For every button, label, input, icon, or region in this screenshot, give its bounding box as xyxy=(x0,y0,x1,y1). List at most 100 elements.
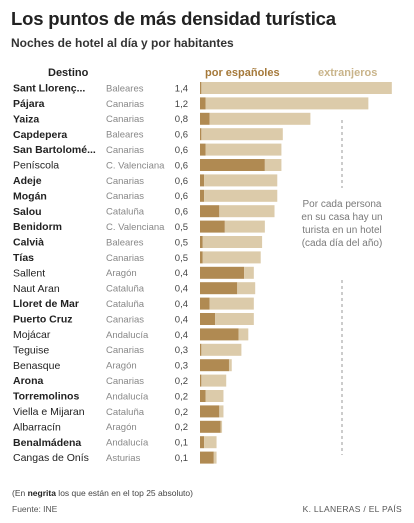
table-row: Sant Llorenç... Baleares 1,4 xyxy=(13,82,392,95)
bar-foreign xyxy=(228,359,232,372)
table-row: Torremolinos Andalucía 0,2 xyxy=(13,390,224,403)
table-row: Salou Cataluña 0,6 xyxy=(13,205,275,218)
data-label: 0,5 xyxy=(175,237,188,248)
destination-name: Sant Llorenç... xyxy=(13,83,85,95)
annotation-line-1: Por cada persona xyxy=(303,199,382,210)
destination-name: Pájara xyxy=(13,98,45,110)
data-label: 0,3 xyxy=(175,361,188,372)
destination-name: Tías xyxy=(13,252,34,264)
destination-name: Torremolinos xyxy=(13,391,79,403)
data-label: 0,1 xyxy=(175,438,188,449)
table-row: Puerto Cruz Canarias 0,4 xyxy=(13,313,254,326)
destination-name: Salou xyxy=(13,206,42,218)
column-header-destino: Destino xyxy=(48,67,89,79)
bar-domestic xyxy=(200,451,214,464)
table-row: Peníscola C. Valenciana 0,6 xyxy=(13,159,282,172)
table-row: Arona Canarias 0,2 xyxy=(13,374,227,387)
chart-rows: Sant Llorenç... Baleares 1,4 Pájara Canarias… xyxy=(13,82,392,464)
destination-region: Aragón xyxy=(106,361,137,372)
bar-foreign xyxy=(237,282,256,295)
destination-region: Canarias xyxy=(106,176,144,187)
bar-domestic xyxy=(200,374,202,387)
table-row: Benasque Aragón 0,3 xyxy=(13,359,232,372)
legend-domestic: por españoles xyxy=(205,67,280,79)
data-label: 1,4 xyxy=(175,83,188,94)
bar-domestic xyxy=(200,189,205,202)
bar-domestic xyxy=(200,82,202,94)
table-row: Benidorm C. Valenciana 0,5 xyxy=(13,220,265,233)
destination-region: Baleares xyxy=(106,130,144,141)
bar-foreign xyxy=(219,405,224,418)
data-label: 0,6 xyxy=(175,145,188,156)
bar-foreign xyxy=(202,251,261,264)
bar-domestic xyxy=(200,313,216,325)
destination-region: Aragón xyxy=(106,268,137,279)
destination-name: Mojácar xyxy=(13,329,51,341)
legend-foreign: extranjeros xyxy=(318,67,377,79)
footnote: (En negrita los que están en el top 25 a… xyxy=(12,488,193,498)
destination-region: C. Valenciana xyxy=(106,160,165,171)
destination-name: Capdepera xyxy=(13,129,67,141)
bar-domestic xyxy=(200,359,229,372)
destination-name: Teguise xyxy=(13,344,49,356)
destination-name: Viella e Mijaran xyxy=(13,406,85,418)
bar-domestic xyxy=(200,343,202,356)
bar-foreign xyxy=(244,266,254,279)
table-row: Capdepera Baleares 0,6 xyxy=(13,128,283,141)
table-row: Lloret de Mar Cataluña 0,4 xyxy=(13,297,254,310)
destination-region: Andalucía xyxy=(106,438,149,449)
annotation-line-4: (cada día del año) xyxy=(302,238,383,249)
bar-domestic xyxy=(200,205,220,218)
data-label: 0,2 xyxy=(175,407,188,418)
footnote-open: (En xyxy=(12,488,28,498)
destination-region: Canarias xyxy=(106,253,144,264)
destination-name: Cangas de Onís xyxy=(13,452,89,464)
destination-region: Canarias xyxy=(106,99,144,110)
table-row: Yaiza Canarias 0,8 xyxy=(13,112,311,125)
bar-domestic xyxy=(200,112,210,125)
bar-foreign xyxy=(238,328,249,341)
data-label: 0,1 xyxy=(175,453,188,464)
table-row: Adeje Canarias 0,6 xyxy=(13,174,278,187)
destination-name: Mogán xyxy=(13,190,47,202)
bar-foreign xyxy=(204,189,278,202)
table-row: Pájara Canarias 1,2 xyxy=(13,97,369,110)
data-label: 0,2 xyxy=(175,376,188,387)
table-row: Mogán Canarias 0,6 xyxy=(13,189,278,202)
data-label: 0,6 xyxy=(175,191,188,202)
data-label: 0,6 xyxy=(175,160,188,171)
destination-name: Puerto Cruz xyxy=(13,314,73,326)
destination-name: Sallent xyxy=(13,267,45,279)
chart-title: Los puntos de más densidad turística xyxy=(11,8,336,29)
data-label: 0,2 xyxy=(175,422,188,433)
data-label: 0,4 xyxy=(175,314,188,325)
destination-region: Canarias xyxy=(106,376,144,387)
bar-domestic xyxy=(200,174,205,187)
bar-foreign xyxy=(220,420,223,433)
destination-name: Naut Aran xyxy=(13,283,60,295)
table-row: Tías Canarias 0,5 xyxy=(13,251,261,264)
table-row: Mojácar Andalucía 0,4 xyxy=(13,328,249,341)
bar-domestic xyxy=(200,143,206,156)
destination-name: Arona xyxy=(13,375,43,387)
destination-name: Yaiza xyxy=(13,113,39,125)
destination-region: Canarias xyxy=(106,314,144,325)
table-row: Benalmádena Andalucía 0,1 xyxy=(13,436,217,449)
destination-region: Cataluña xyxy=(106,207,145,218)
bar-domestic xyxy=(200,266,245,279)
bar-foreign xyxy=(264,159,282,171)
bar-domestic xyxy=(200,436,205,449)
bar-domestic xyxy=(200,328,239,341)
footnote-bold: negrita xyxy=(27,488,56,498)
destination-region: Baleares xyxy=(106,237,144,248)
data-label: 0,5 xyxy=(175,222,188,233)
table-row: Cangas de Onís Asturias 0,1 xyxy=(13,451,217,464)
bar-foreign xyxy=(204,436,217,449)
data-label: 0,8 xyxy=(175,114,188,125)
bar-foreign xyxy=(209,297,254,310)
table-row: Naut Aran Cataluña 0,4 xyxy=(13,282,256,295)
bar-foreign xyxy=(205,143,282,156)
destination-name: Adeje xyxy=(13,175,42,187)
data-label: 0,4 xyxy=(175,284,188,295)
